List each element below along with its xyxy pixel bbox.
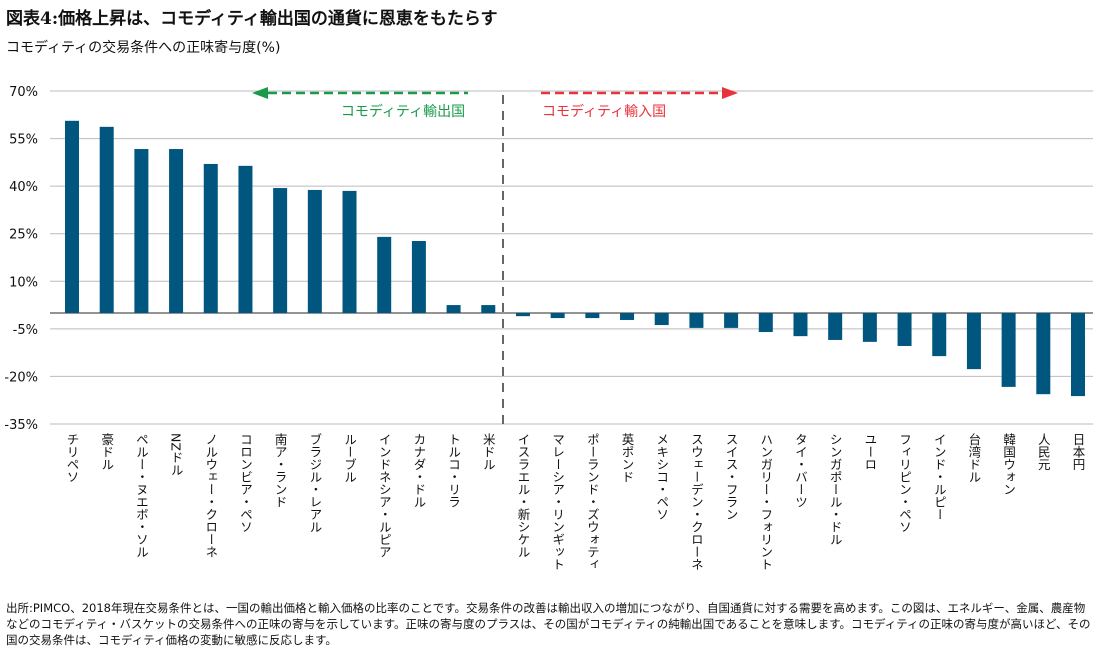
bar-9 <box>377 236 392 313</box>
bar-7 <box>307 189 322 313</box>
x-tick-label: マレーシア・リンギット <box>550 433 566 571</box>
x-tick-label: メキシコ・ペソ <box>654 433 670 521</box>
bar-18 <box>689 313 704 328</box>
x-tick-label: トルコ・リラ <box>446 433 462 508</box>
bar-1 <box>99 126 114 313</box>
bar-17 <box>654 313 669 326</box>
x-tick-label: タイ・バーツ <box>792 433 808 508</box>
y-tick-label: 25% <box>9 228 38 243</box>
bar-16 <box>620 313 635 320</box>
bar-0 <box>65 120 79 313</box>
x-tick-label: インドネシア・ルピア <box>376 433 392 558</box>
x-tick-label: 豪ドル <box>99 433 115 471</box>
bar-26 <box>966 313 981 370</box>
x-tick-label: NZドル <box>168 433 184 476</box>
x-tick-label: インド・ルピー <box>931 433 947 521</box>
bar-8 <box>342 190 357 313</box>
bar-15 <box>585 313 600 319</box>
y-tick-label: -20% <box>4 370 38 385</box>
bar-10 <box>411 241 426 313</box>
x-tick-label: ポーランド・ズウォティ <box>584 433 600 571</box>
exporter-label: コモディティ輸出国 <box>341 103 465 120</box>
x-tick-label: コロンビア・ペソ <box>237 433 253 533</box>
x-tick-label: スイス・フラン <box>723 433 739 521</box>
y-tick-label: -35% <box>4 418 38 433</box>
bar-6 <box>273 188 288 313</box>
importer-label: コモディティ輸入国 <box>542 103 666 120</box>
bar-12 <box>481 305 496 313</box>
bar-28 <box>1036 313 1051 395</box>
bar-4 <box>203 163 218 313</box>
x-tick-label: シンガポール・ドル <box>827 433 843 546</box>
x-tick-label: 日本円 <box>1070 433 1086 471</box>
x-tick-label: 韓国ウォン <box>1001 433 1017 496</box>
chart-subtitle: コモディティの交易条件への正味寄与度(%) <box>6 40 281 56</box>
y-tick-label: -5% <box>13 323 38 338</box>
bar-14 <box>550 313 565 319</box>
bar-3 <box>169 149 184 313</box>
x-tick-label: スウェーデン・クローネ <box>688 433 704 571</box>
x-tick-label: カナダ・ドル <box>411 433 427 508</box>
bar-11 <box>446 305 461 313</box>
x-tick-label: 米ドル <box>480 433 496 471</box>
bar-19 <box>724 313 739 328</box>
importer-arrow-head <box>722 87 738 99</box>
bar-22 <box>828 313 843 340</box>
x-tick-label: 台湾ドル <box>966 433 982 483</box>
x-tick-label: ルーブル <box>342 433 358 483</box>
bar-13 <box>515 313 530 317</box>
bar-chart: 70% 55% 40% 25% 10% -5% -20% -35% コモディティ輸出国 コモディテ… <box>4 85 1093 433</box>
bar-29 <box>1071 313 1085 397</box>
source-note: 出所:PIMCO、2018年現在交易条件とは、一国の輸出価格と輸入価格の比率のこ… <box>6 601 1091 647</box>
x-tick-label: 南ア・ランド <box>272 433 288 508</box>
bar-20 <box>758 313 773 333</box>
x-tick-label: 英ポンド <box>619 433 635 483</box>
x-tick-label: 人民元 <box>1035 433 1051 471</box>
bar-2 <box>134 149 149 313</box>
bar-23 <box>862 313 877 342</box>
x-tick-label: イスラエル・新シケル <box>515 433 531 558</box>
y-tick-label: 70% <box>9 85 38 100</box>
bar-25 <box>932 313 947 357</box>
bar-24 <box>897 313 912 346</box>
x-tick-label: ノルウェー・クローネ <box>203 433 219 558</box>
x-tick-label: フィリピン・ペソ <box>897 433 913 533</box>
bar-5 <box>238 165 253 313</box>
bar-21 <box>793 313 808 337</box>
y-tick-label: 10% <box>9 275 38 290</box>
x-tick-label: ユーロ <box>862 433 878 471</box>
y-tick-label: 40% <box>9 180 38 195</box>
y-tick-label: 55% <box>9 133 38 148</box>
x-tick-label: ペルー・ヌエボ・ソル <box>133 433 149 558</box>
figure-title: 図表4:価格上昇は、コモディティ輸出国の通貨に恩恵をもたらす <box>6 9 498 29</box>
x-tick-label: ブラジル・レアル <box>307 433 323 533</box>
exporter-arrow-head <box>252 87 268 99</box>
x-tick-label: チリペソ <box>64 433 80 483</box>
bar-27 <box>1001 313 1016 387</box>
x-tick-label: ハンガリー・フォリント <box>758 433 774 571</box>
